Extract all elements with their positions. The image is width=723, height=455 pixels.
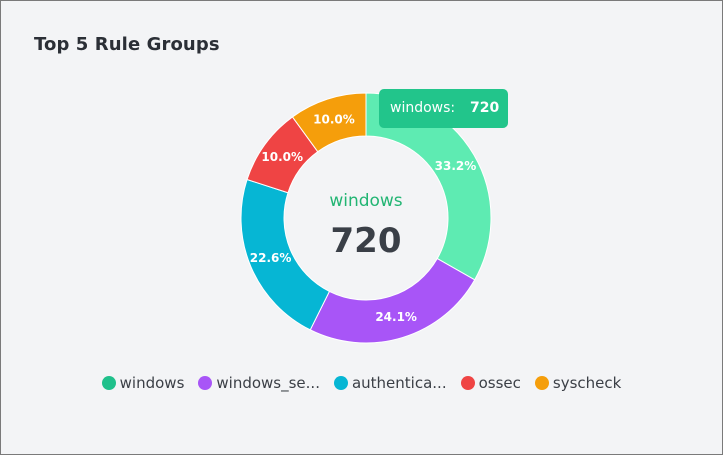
legend-swatch — [198, 376, 213, 390]
slice-label-3: 22.6% — [250, 251, 292, 265]
center-value: 720 — [331, 221, 402, 261]
chart-title: Top 5 Rule Groups — [34, 34, 220, 55]
legend-label: windows_se... — [216, 374, 320, 392]
slice-label-4: 10.0% — [261, 150, 303, 164]
chart-legend: windows windows_se... authentica... osse… — [0, 374, 723, 392]
donut-slice-5[interactable] — [291, 92, 367, 153]
legend-item-authentication[interactable]: authentica... — [333, 374, 447, 392]
slice-label-2: 24.1% — [375, 310, 417, 324]
legend-swatch — [101, 376, 116, 390]
legend-item-syscheck[interactable]: syscheck — [534, 374, 622, 392]
tooltip: windows: 720 — [379, 89, 508, 128]
legend-label: windows — [119, 374, 185, 392]
legend-item-windows-security[interactable]: windows_se... — [198, 374, 320, 392]
legend-label: authentica... — [351, 374, 447, 392]
legend-label: ossec — [478, 374, 521, 392]
donut-slice-2[interactable] — [309, 257, 476, 344]
legend-item-windows[interactable]: windows — [101, 374, 185, 392]
tooltip-label: windows: — [390, 100, 455, 116]
legend-swatch — [460, 376, 475, 390]
legend-label: syscheck — [552, 374, 622, 392]
legend-item-ossec[interactable]: ossec — [460, 374, 521, 392]
slice-label-1: 33.2% — [435, 159, 477, 173]
center-label: windows — [329, 191, 402, 211]
slice-label-5: 10.0% — [313, 113, 355, 127]
legend-swatch — [333, 376, 348, 390]
legend-swatch — [534, 376, 549, 390]
tooltip-value: 720 — [470, 100, 499, 116]
